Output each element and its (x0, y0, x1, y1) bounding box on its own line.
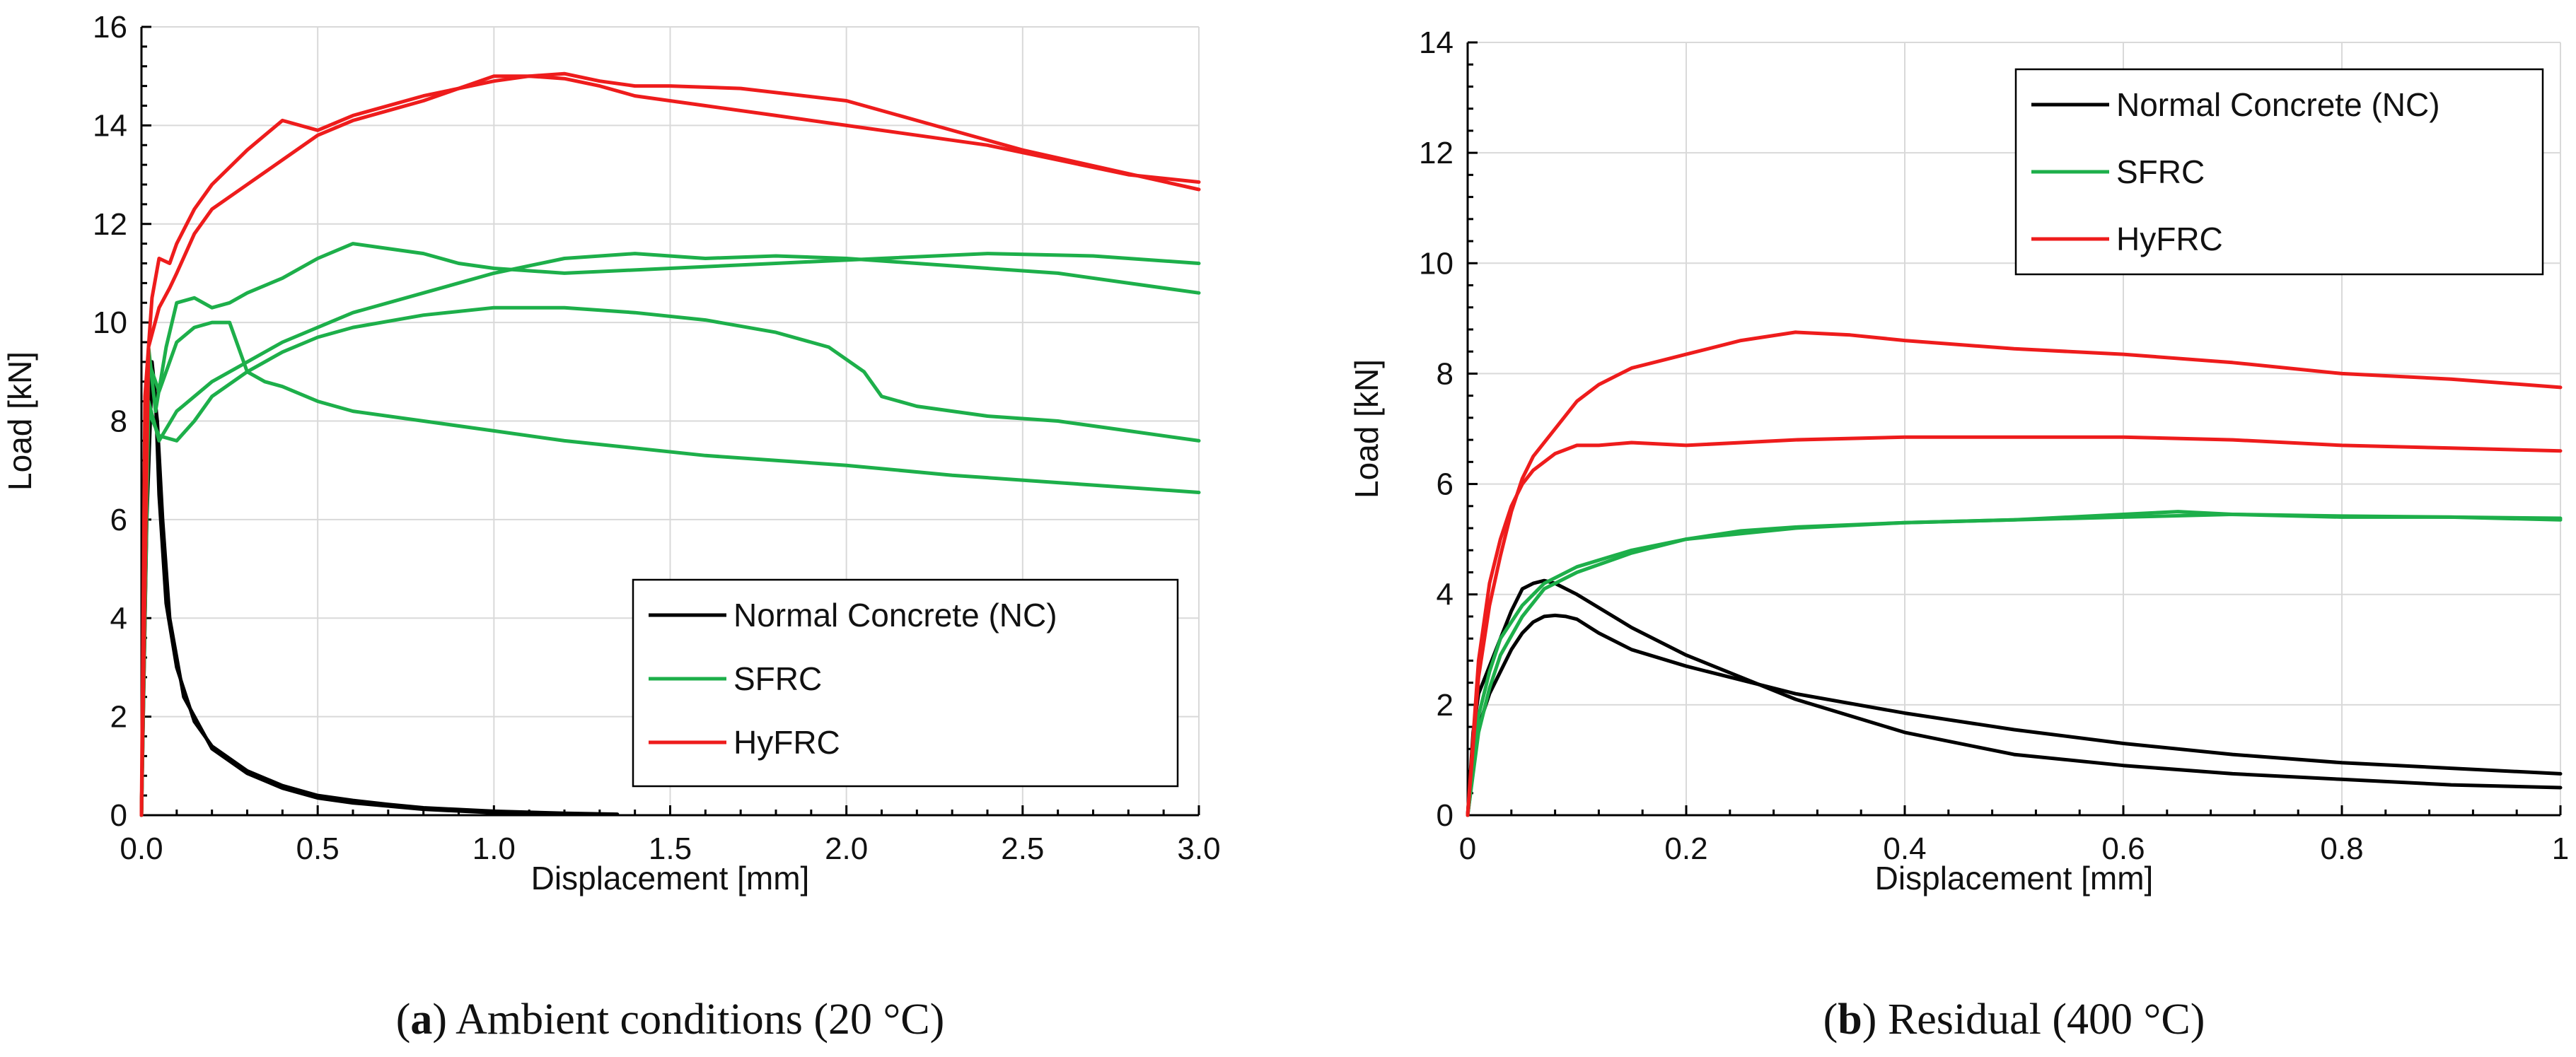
y-tick-label: 16 (93, 10, 127, 45)
series-normal-concrete-nc-curve-2 (139, 370, 567, 817)
y-tick-label: 0 (1437, 798, 1454, 833)
series-sfrc-curve-1 (1466, 513, 2563, 817)
caption-letter: b (1838, 995, 1862, 1044)
y-tick-label: 10 (1419, 246, 1454, 281)
y-tick-label: 4 (110, 601, 127, 636)
legend-label: Normal Concrete (NC) (2116, 86, 2440, 123)
series-sfrc-curve-3 (139, 305, 1201, 817)
caption-paren-open: ( (1823, 995, 1838, 1044)
x-tick-label: 0.4 (1883, 831, 1926, 866)
series-normal-concrete-nc-curve-1 (1466, 578, 2563, 817)
y-tick-label: 4 (1437, 578, 1454, 612)
panel-caption: (b) Residual (400 °C) (1823, 995, 2205, 1044)
x-tick-label: 0.2 (1664, 831, 1707, 866)
x-axis-title: Displacement [mm] (531, 860, 810, 897)
x-tick-label: 0.6 (2101, 831, 2145, 866)
series-hyfrc-curve-1 (1466, 330, 2563, 817)
y-tick-label: 12 (93, 207, 127, 242)
series-normal-concrete-nc-curve-2 (1466, 613, 2563, 817)
y-tick-label: 6 (1437, 467, 1454, 502)
legend-label: SFRC (733, 660, 822, 697)
x-tick-label: 1.0 (472, 831, 516, 866)
x-tick-label: 0.0 (120, 831, 163, 866)
y-tick-label: 14 (93, 108, 127, 143)
x-tick-label: 0 (1459, 831, 1476, 866)
panel-caption: (a) Ambient conditions (20 °C) (396, 995, 945, 1044)
y-tick-label: 10 (93, 305, 127, 340)
series-hyfrc-curve-2 (139, 74, 1201, 817)
series-sfrc-curve-1 (139, 242, 1201, 817)
y-tick-label: 8 (1437, 356, 1454, 391)
chart-panel-b: 0 2 4 6 8 10 12 14 0 0.2 0.4 0.6 0.8 1 Displacement [m… (1348, 25, 2569, 1044)
caption-paren-close: ) (432, 995, 456, 1044)
x-tick-label: 0.8 (2320, 831, 2363, 866)
legend: Normal Concrete (NC) SFRC HyFRC (632, 578, 1179, 788)
y-tick-label: 2 (110, 700, 127, 735)
x-tick-label: 0.5 (296, 831, 340, 866)
chart-panel-a: 0 2 4 6 8 10 12 14 16 0.0 0.5 1.0 1.5 2.0 2.5 3.0 Displa… (1, 10, 1221, 1044)
series-sfrc-curve-2 (1466, 510, 2563, 817)
caption-text: Ambient conditions (20 °C) (456, 995, 944, 1044)
series-sfrc-curve-2 (139, 320, 1201, 817)
legend-label: SFRC (2116, 153, 2205, 190)
series-hyfrc-curve-1 (139, 71, 1201, 817)
caption-paren-close: ) (1862, 995, 1888, 1044)
series-sfrc-curve-4 (139, 252, 1201, 817)
y-tick-label: 14 (1419, 25, 1454, 60)
y-tick-label: 6 (110, 503, 127, 537)
y-axis-title: Load [kN] (1, 351, 38, 491)
series-hyfrc-curve-2 (1466, 435, 2563, 817)
x-tick-label: 2.5 (1001, 831, 1044, 866)
x-tick-label: 3.0 (1177, 831, 1220, 866)
y-tick-label: 2 (1437, 688, 1454, 723)
legend-label: HyFRC (2116, 221, 2223, 257)
y-axis-title: Load [kN] (1348, 359, 1385, 498)
x-tick-label: 1 (2552, 831, 2569, 866)
caption-letter: a (410, 995, 432, 1044)
legend-label: HyFRC (733, 724, 840, 761)
x-tick-label: 1.5 (649, 831, 692, 866)
y-tick-label: 8 (110, 404, 127, 439)
legend-label: Normal Concrete (NC) (733, 597, 1057, 633)
y-tick-label: 12 (1419, 136, 1454, 170)
y-tick-label: 0 (110, 798, 127, 833)
legend: Normal Concrete (NC) SFRC HyFRC (2014, 68, 2544, 276)
x-tick-label: 2.0 (825, 831, 868, 866)
x-axis-title: Displacement [mm] (1875, 860, 2154, 897)
caption-paren-open: ( (396, 995, 411, 1044)
caption-text: Residual (400 °C) (1888, 995, 2205, 1044)
